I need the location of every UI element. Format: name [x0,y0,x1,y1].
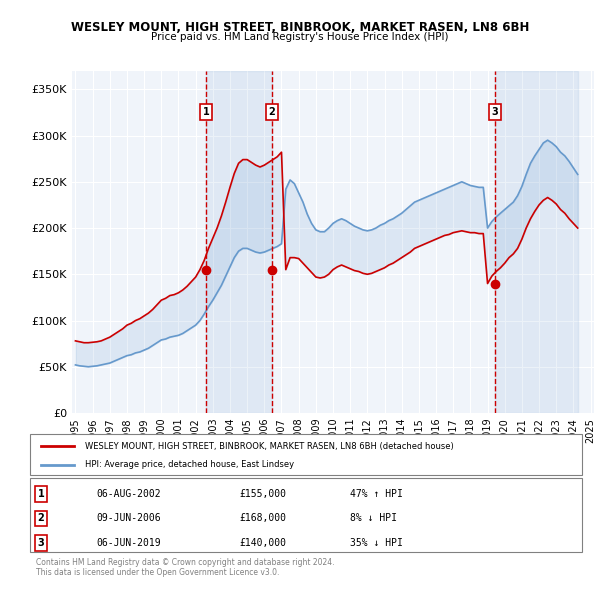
FancyBboxPatch shape [30,478,582,552]
Text: 3: 3 [491,107,498,117]
Text: 8% ↓ HPI: 8% ↓ HPI [350,513,397,523]
Text: 1: 1 [38,489,44,499]
Text: 3: 3 [38,538,44,548]
Text: 1: 1 [203,107,209,117]
Text: 06-JUN-2019: 06-JUN-2019 [96,538,161,548]
Text: £155,000: £155,000 [240,489,287,499]
Text: 35% ↓ HPI: 35% ↓ HPI [350,538,403,548]
Text: WESLEY MOUNT, HIGH STREET, BINBROOK, MARKET RASEN, LN8 6BH (detached house): WESLEY MOUNT, HIGH STREET, BINBROOK, MAR… [85,441,454,451]
Text: £140,000: £140,000 [240,538,287,548]
Text: £168,000: £168,000 [240,513,287,523]
Text: 47% ↑ HPI: 47% ↑ HPI [350,489,403,499]
Bar [206,71,272,413]
Text: HPI: Average price, detached house, East Lindsey: HPI: Average price, detached house, East… [85,460,295,469]
Text: 2: 2 [268,107,275,117]
Text: Contains HM Land Registry data © Crown copyright and database right 2024.
This d: Contains HM Land Registry data © Crown c… [36,558,335,577]
Text: Price paid vs. HM Land Registry's House Price Index (HPI): Price paid vs. HM Land Registry's House … [151,32,449,42]
Text: 09-JUN-2006: 09-JUN-2006 [96,513,161,523]
Bar [495,71,578,413]
Text: WESLEY MOUNT, HIGH STREET, BINBROOK, MARKET RASEN, LN8 6BH: WESLEY MOUNT, HIGH STREET, BINBROOK, MAR… [71,21,529,34]
Text: 06-AUG-2002: 06-AUG-2002 [96,489,161,499]
FancyBboxPatch shape [30,434,582,475]
Text: 2: 2 [38,513,44,523]
